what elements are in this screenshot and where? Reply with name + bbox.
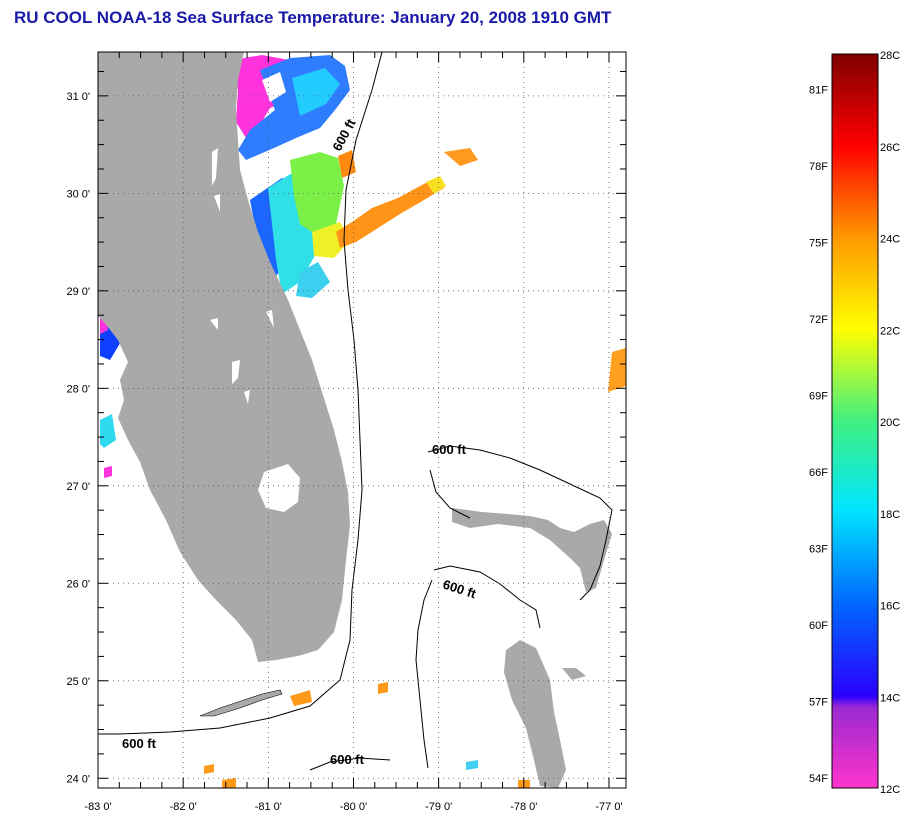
colorbar-celsius-label: 28C: [880, 50, 900, 62]
contour-label-southwest: 600 ft: [122, 736, 157, 751]
sst-patch-white-hole: [262, 72, 286, 102]
colorbar-celsius-label: 16C: [880, 601, 900, 613]
lat-label: 25 0': [66, 676, 90, 688]
latitude-labels: 31 0' 30 0' 29 0' 28 0' 27 0' 26 0' 25 0' 24 0': [66, 91, 90, 785]
sst-patch-orange-north: [338, 150, 356, 178]
colorbar-fahrenheit-label: 72F: [809, 314, 828, 326]
sst-patch-magenta-sw: [104, 466, 112, 478]
sst-patch-cyan-west: [100, 414, 116, 448]
longitude-labels: -83 0' -82 0' -81 0' -80 0' -79 0' -78 0' -77 …: [84, 801, 622, 813]
colorbar-fahrenheit-label: 66F: [809, 467, 828, 479]
isobath-great-bahama: [433, 565, 541, 629]
lat-label: 27 0': [66, 481, 90, 493]
contour-label-bahamas-north: 600 ft: [432, 442, 467, 457]
colorbar-celsius-label: 18C: [880, 509, 900, 521]
colorbar-fahrenheit-label: 78F: [809, 161, 828, 173]
colorbar-celsius-label: 14C: [880, 692, 900, 704]
isobath-contours: [98, 51, 613, 771]
map-frame: [97, 51, 627, 789]
lon-label: -78 0': [510, 801, 537, 813]
lat-label: 24 0': [66, 773, 90, 785]
colorbar-fahrenheit-label: 81F: [809, 85, 828, 97]
colorbar-fahrenheit-label: 54F: [809, 773, 828, 785]
lon-label: -79 0': [425, 801, 452, 813]
isobath-little-bahama: [427, 445, 613, 601]
colorbar-celsius-label: 26C: [880, 142, 900, 154]
colorbar-fahrenheit-label: 63F: [809, 543, 828, 555]
colorbar-celsius-labels: 28C 26C 24C 22C 20C 18C 16C 14C 12C: [880, 50, 900, 796]
cay-islet: [562, 668, 586, 680]
lon-label: -80 0': [340, 801, 367, 813]
lat-label: 29 0': [66, 286, 90, 298]
lat-label: 30 0': [66, 188, 90, 200]
isobath-west-bahama-bank: [415, 579, 433, 769]
colorbar-fahrenheit-labels: 81F 78F 75F 72F 69F 66F 63F 60F 57F 54F: [809, 85, 828, 785]
lat-label: 28 0': [66, 383, 90, 395]
lat-label: 26 0': [66, 578, 90, 590]
colorbar-fahrenheit-label: 60F: [809, 620, 828, 632]
colorbar-celsius-label: 22C: [880, 325, 900, 337]
sst-patch-cyan-dots: [296, 262, 330, 298]
sst-patch-orange-bahamas: [608, 348, 626, 392]
sst-patch-orange-keys: [290, 690, 312, 706]
colorbar-fahrenheit-label: 57F: [809, 696, 828, 708]
lake-okeechobee: [258, 464, 300, 512]
sst-patch-cyan-north: [292, 68, 340, 116]
sst-patch-orange-s1: [378, 682, 388, 694]
andros-island: [504, 640, 566, 788]
lon-label: -82 0': [170, 801, 197, 813]
colorbar: [831, 53, 879, 789]
colorbar-celsius-label: 24C: [880, 234, 900, 246]
grand-bahama: [452, 508, 612, 592]
sst-patch-green: [290, 152, 344, 236]
lon-label: -81 0': [255, 801, 282, 813]
map-title: RU COOL NOAA-18 Sea Surface Temperature:…: [14, 8, 612, 27]
map-grid: [98, 52, 626, 788]
colorbar-fahrenheit-label: 75F: [809, 238, 828, 250]
colorbar-celsius-label: 12C: [880, 784, 900, 796]
isobath-south: [309, 757, 391, 771]
sst-patches: [100, 55, 626, 788]
sst-patch-orange-gulfstream: [336, 178, 444, 248]
sst-patch-orange-s2: [204, 764, 214, 774]
lat-label: 31 0': [66, 91, 90, 103]
lon-label: -77 0': [595, 801, 622, 813]
sst-patch-cyan-s: [466, 760, 478, 770]
florida-keys: [199, 689, 283, 717]
isobath-grand-bahama-inner: [429, 469, 471, 519]
sst-patch-yellow-gulfstream: [426, 176, 446, 194]
colorbar-fahrenheit-label: 69F: [809, 391, 828, 403]
colorbar-celsius-label: 20C: [880, 417, 900, 429]
isobath-east-florida: [98, 51, 383, 735]
sst-patch-orange-east: [444, 148, 478, 166]
contour-label-south: 600 ft: [330, 752, 365, 767]
lon-label: -83 0': [84, 801, 111, 813]
land: [98, 52, 612, 788]
